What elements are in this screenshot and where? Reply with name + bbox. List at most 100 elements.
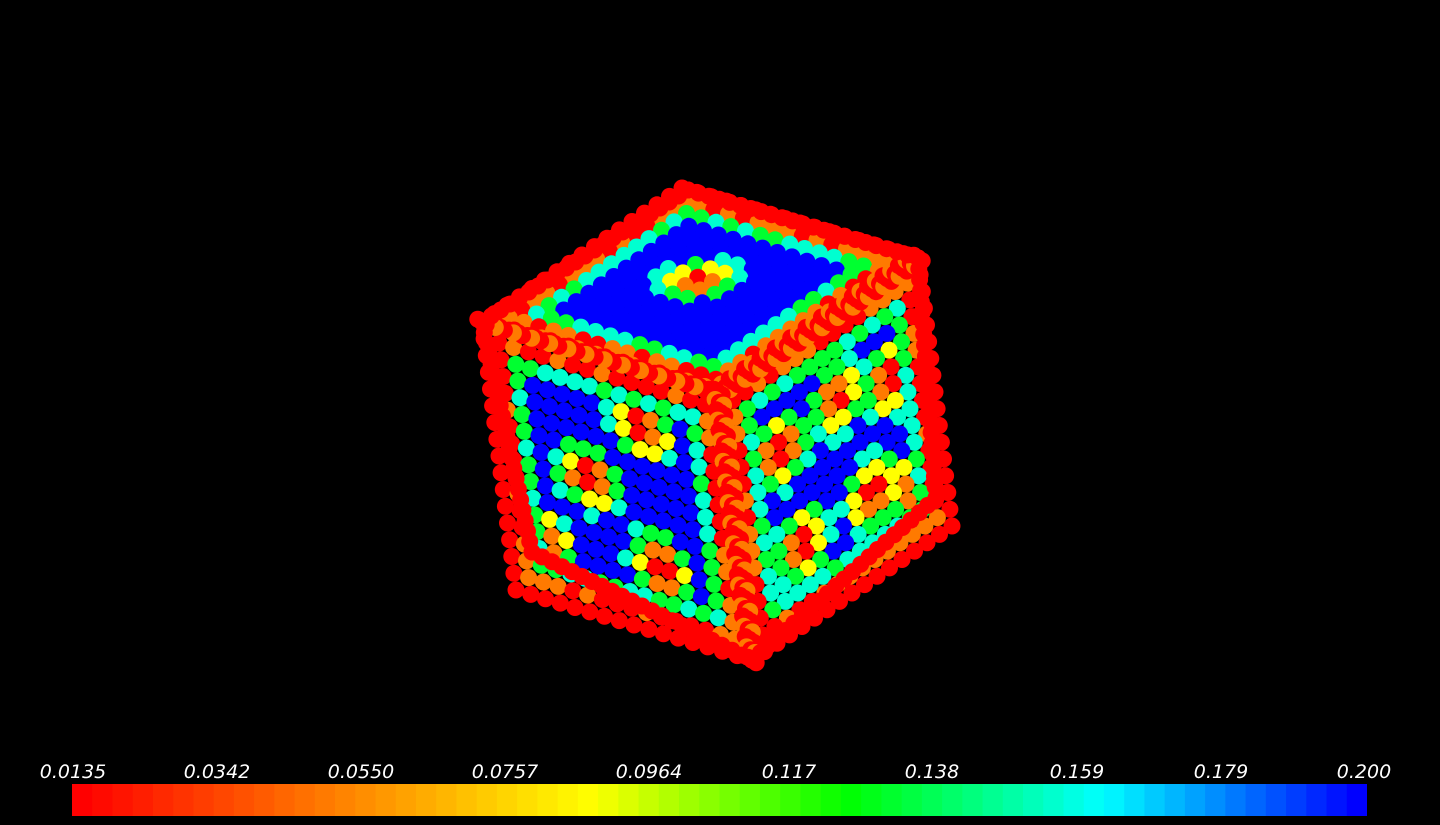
- point-marker: [554, 499, 571, 516]
- point-marker: [543, 528, 560, 545]
- colorbar-tick-label: 0.0757: [472, 760, 538, 784]
- point-marker: [528, 410, 545, 427]
- point-marker: [606, 466, 623, 483]
- point-marker: [655, 512, 672, 529]
- point-marker: [604, 562, 621, 579]
- colorbar-segment: [659, 784, 680, 816]
- colorbar-segment: [1043, 784, 1064, 816]
- color-scale-bar: [72, 784, 1367, 816]
- point-marker: [680, 601, 697, 618]
- colorbar-segment: [618, 784, 639, 816]
- colorbar-segment: [861, 784, 882, 816]
- point-marker: [573, 536, 590, 553]
- point-marker: [587, 428, 604, 445]
- point-marker: [632, 554, 649, 571]
- point-marker: [668, 500, 685, 517]
- point-marker: [539, 381, 556, 398]
- colorbar-segment: [133, 784, 154, 816]
- colorbar-tick-label: 0.200: [1337, 760, 1391, 784]
- colorbar-segment: [396, 784, 417, 816]
- point-marker: [573, 424, 590, 441]
- point-marker: [708, 593, 725, 610]
- point-marker: [566, 373, 583, 390]
- point-marker: [535, 574, 552, 591]
- point-marker: [552, 482, 569, 499]
- point-marker: [636, 475, 653, 492]
- colorbar-segment: [335, 784, 356, 816]
- point-marker: [569, 503, 586, 520]
- point-marker: [501, 531, 518, 548]
- colorbar-segment: [1185, 784, 1206, 816]
- colorbar-tick-label: 0.0135: [40, 760, 106, 784]
- colorbar-segment: [1205, 784, 1226, 816]
- colorbar-segment: [942, 784, 963, 816]
- colorbar-segment: [517, 784, 538, 816]
- colorbar-segment: [841, 784, 862, 816]
- point-marker: [583, 507, 600, 524]
- point-marker: [663, 579, 680, 596]
- colorbar-segment: [720, 784, 741, 816]
- point-marker: [503, 548, 520, 565]
- point-marker: [684, 521, 701, 538]
- point-marker: [575, 440, 592, 457]
- point-marker: [678, 584, 695, 601]
- colorbar-segment: [1104, 784, 1125, 816]
- point-marker: [520, 569, 537, 586]
- point-marker: [640, 395, 657, 412]
- point-marker: [687, 538, 704, 555]
- point-marker: [644, 542, 661, 559]
- point-marker: [615, 420, 632, 437]
- point-marker: [691, 571, 708, 588]
- point-marker: [596, 608, 613, 625]
- point-marker: [567, 599, 584, 616]
- point-marker: [533, 444, 550, 461]
- point-marker: [509, 373, 526, 390]
- colorbar-segment: [436, 784, 457, 816]
- point-marker: [632, 441, 649, 458]
- colorbar-segment: [1023, 784, 1044, 816]
- point-marker: [689, 442, 706, 459]
- point-marker: [604, 449, 621, 466]
- point-marker: [659, 433, 676, 450]
- point-marker: [649, 462, 666, 479]
- point-marker: [686, 425, 703, 442]
- colorbar-segment: [1084, 784, 1105, 816]
- point-marker: [611, 499, 628, 516]
- point-marker: [630, 537, 647, 554]
- point-marker: [585, 411, 602, 428]
- point-marker: [596, 382, 613, 399]
- point-marker: [562, 453, 579, 470]
- point-marker: [556, 515, 573, 532]
- colorbar-tick-label: 0.0964: [616, 760, 682, 784]
- point-marker: [600, 416, 617, 433]
- colorbar-segment: [821, 784, 842, 816]
- point-marker: [672, 421, 689, 438]
- colorbar-segment: [416, 784, 437, 816]
- point-marker: [623, 487, 640, 504]
- point-marker: [691, 459, 708, 476]
- point-marker: [706, 576, 723, 593]
- colorbar-tick-label: 0.138: [905, 760, 959, 784]
- colorbar-segment: [193, 784, 214, 816]
- point-marker: [627, 408, 644, 425]
- colorbar-segment: [800, 784, 821, 816]
- point-marker: [682, 504, 699, 521]
- point-marker: [697, 509, 714, 526]
- colorbar-segment: [679, 784, 700, 816]
- colorbar-segment: [537, 784, 558, 816]
- colorbar-segment: [922, 784, 943, 816]
- colorbar-segment: [1165, 784, 1186, 816]
- colorbar-segment: [1003, 784, 1024, 816]
- point-marker: [499, 515, 516, 532]
- point-marker: [649, 575, 666, 592]
- point-marker: [564, 582, 581, 599]
- point-marker: [520, 456, 537, 473]
- point-marker: [615, 533, 632, 550]
- colorbar-segment: [254, 784, 275, 816]
- point-marker: [642, 525, 659, 542]
- point-marker: [710, 609, 727, 626]
- point-marker: [600, 528, 617, 545]
- point-marker: [651, 479, 668, 496]
